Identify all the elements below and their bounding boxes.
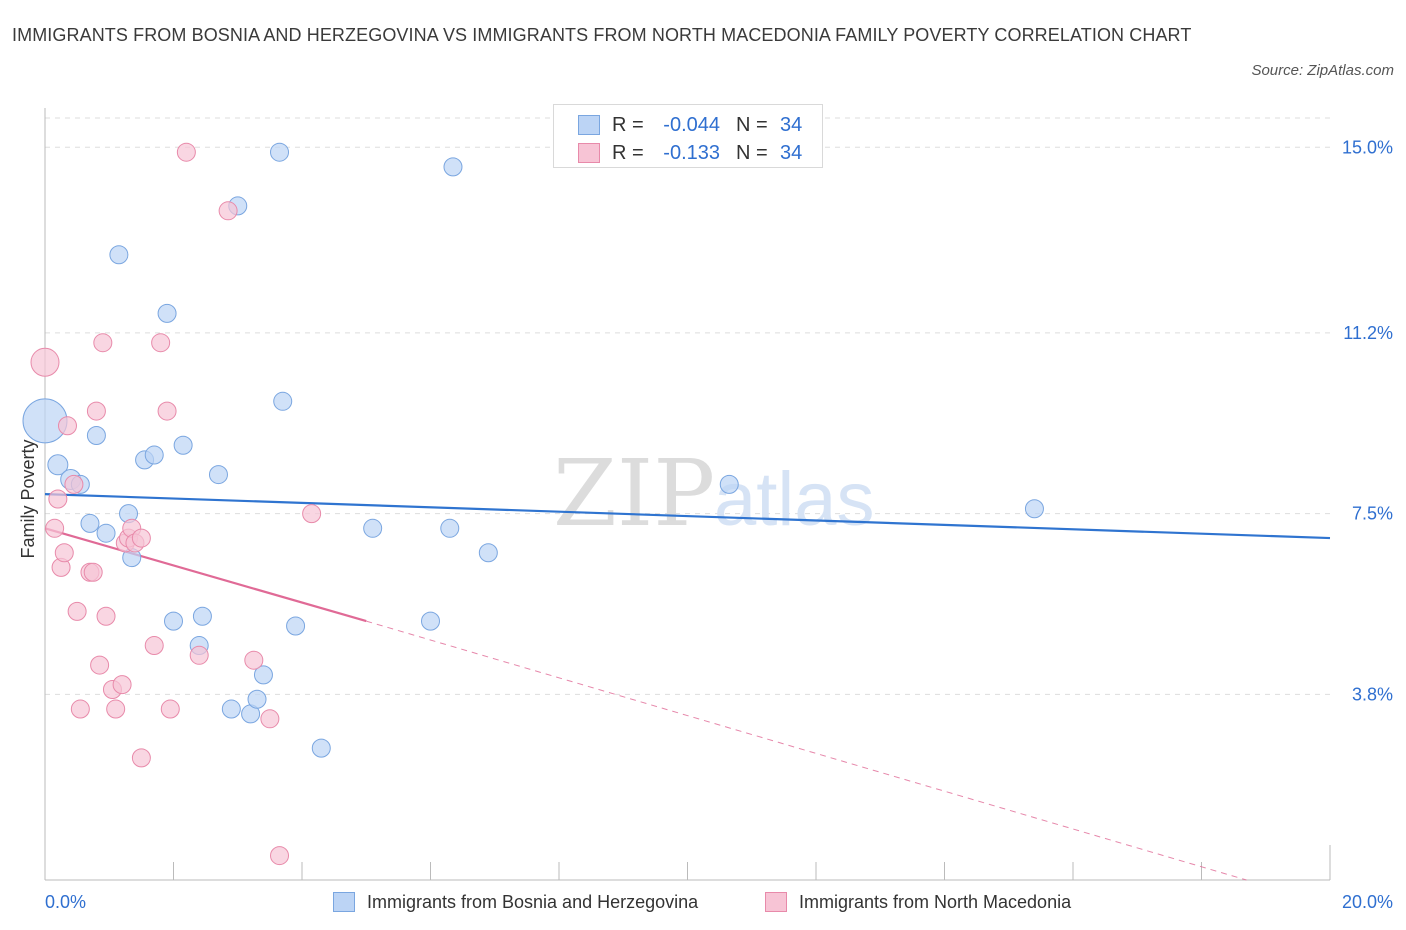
bosnia-point [719, 474, 739, 494]
bosnia-point [144, 445, 164, 465]
macedonia-point [45, 518, 65, 538]
bosnia-point [80, 513, 100, 533]
legend-row-blue: R = -0.044 N = 34 [578, 113, 802, 137]
pink-swatch [578, 143, 600, 163]
macedonia-point [54, 543, 74, 563]
bosnia-point [286, 616, 306, 636]
macedonia-point [151, 333, 171, 353]
y-tick-label: 3.8% [1352, 684, 1393, 704]
y-tick-label: 7.5% [1352, 504, 1393, 524]
macedonia-point [260, 709, 280, 729]
bosnia-point [1024, 499, 1044, 519]
tick-label-layer: 3.8% 7.5% 11.2% 15.0% 0.0% 20.0% Family Povert… [18, 137, 1393, 912]
macedonia-point [270, 846, 290, 866]
chart-title: IMMIGRANTS FROM BOSNIA AND HERZEGOVINA V… [12, 25, 1192, 45]
macedonia-point [86, 401, 106, 421]
macedonia-point [244, 650, 264, 670]
y-tick-label: 11.2% [1343, 323, 1393, 343]
legend-label-macedonia: Immigrants from North Macedonia [799, 891, 1072, 912]
bosnia-point [247, 689, 267, 709]
macedonia-point [93, 333, 113, 353]
macedonia-point [67, 601, 87, 621]
pink-trend-line [44, 527, 367, 623]
macedonia-point [131, 528, 151, 548]
macedonia-point [131, 748, 151, 768]
macedonia-point [176, 142, 196, 162]
source-label: Source: ZipAtlas.com [1251, 62, 1394, 79]
bosnia-point [421, 611, 440, 631]
macedonia-point [144, 636, 164, 656]
macedonia-point [106, 699, 126, 719]
macedonia-point [70, 699, 90, 719]
macedonia-point [90, 655, 110, 675]
n-label: N = [736, 141, 768, 164]
pink-swatch [765, 892, 787, 912]
blue-trend-line [44, 493, 1331, 540]
n-value: 34 [780, 141, 803, 164]
macedonia-point [112, 675, 132, 695]
bosnia-point [173, 435, 193, 455]
bosnia-point [443, 157, 463, 177]
bosnia-point [363, 518, 383, 538]
macedonia-point [64, 474, 84, 494]
macedonia-point [83, 562, 103, 582]
bosnia-point [478, 543, 498, 563]
bosnia-point [86, 426, 106, 445]
bosnia-point [253, 665, 273, 685]
correlation-legend: R = -0.044 N = 34 R = -0.133 N = 34 [553, 104, 823, 168]
watermark-atlas: atlas [714, 457, 875, 542]
r-label: R = [612, 141, 644, 164]
trend-layer [44, 493, 1331, 881]
bosnia-point [273, 391, 293, 411]
legend-item-bosnia: Immigrants from Bosnia and Herzegovina [333, 888, 698, 916]
bosnia-point [221, 699, 241, 719]
macedonia-point [30, 347, 60, 377]
n-value: 34 [780, 113, 803, 136]
bosnia-point [164, 611, 183, 631]
macedonia-point [189, 645, 209, 665]
series-legend: Immigrants from Bosnia and Herzegovina I… [0, 888, 1406, 916]
macedonia-point [157, 401, 177, 421]
macedonia-point [96, 606, 116, 626]
bosnia-point [311, 738, 331, 758]
macedonia-point [57, 416, 77, 436]
x-tick-label: 20.0% [1342, 892, 1393, 912]
r-value: -0.044 [663, 113, 720, 136]
macedonia-point [218, 201, 238, 221]
point-layer [22, 142, 1044, 866]
blue-swatch [578, 115, 600, 135]
legend-item-macedonia: Immigrants from North Macedonia [765, 888, 1071, 916]
legend-row-pink: R = -0.133 N = 34 [578, 141, 802, 165]
axis-layer [44, 108, 1331, 881]
bosnia-point [270, 142, 290, 162]
n-label: N = [736, 113, 768, 136]
bosnia-point [208, 465, 228, 485]
bosnia-point [96, 523, 116, 543]
watermark-zip: ZIP [553, 440, 715, 547]
y-axis-label: Family Poverty [18, 439, 38, 558]
bosnia-point [47, 454, 69, 476]
bosnia-point [192, 606, 212, 626]
r-value: -0.133 [663, 141, 720, 164]
pink-trend-extension [366, 620, 1247, 881]
macedonia-point [160, 699, 180, 719]
macedonia-point [302, 504, 322, 524]
bosnia-point [109, 245, 129, 265]
y-tick-label: 15.0% [1342, 137, 1393, 157]
macedonia-point [48, 489, 68, 509]
blue-swatch [333, 892, 355, 912]
legend-label-bosnia: Immigrants from Bosnia and Herzegovina [367, 891, 699, 912]
x-tick-label: 0.0% [45, 892, 86, 912]
r-label: R = [612, 113, 644, 136]
bosnia-point [440, 518, 460, 538]
bosnia-point [157, 303, 177, 323]
